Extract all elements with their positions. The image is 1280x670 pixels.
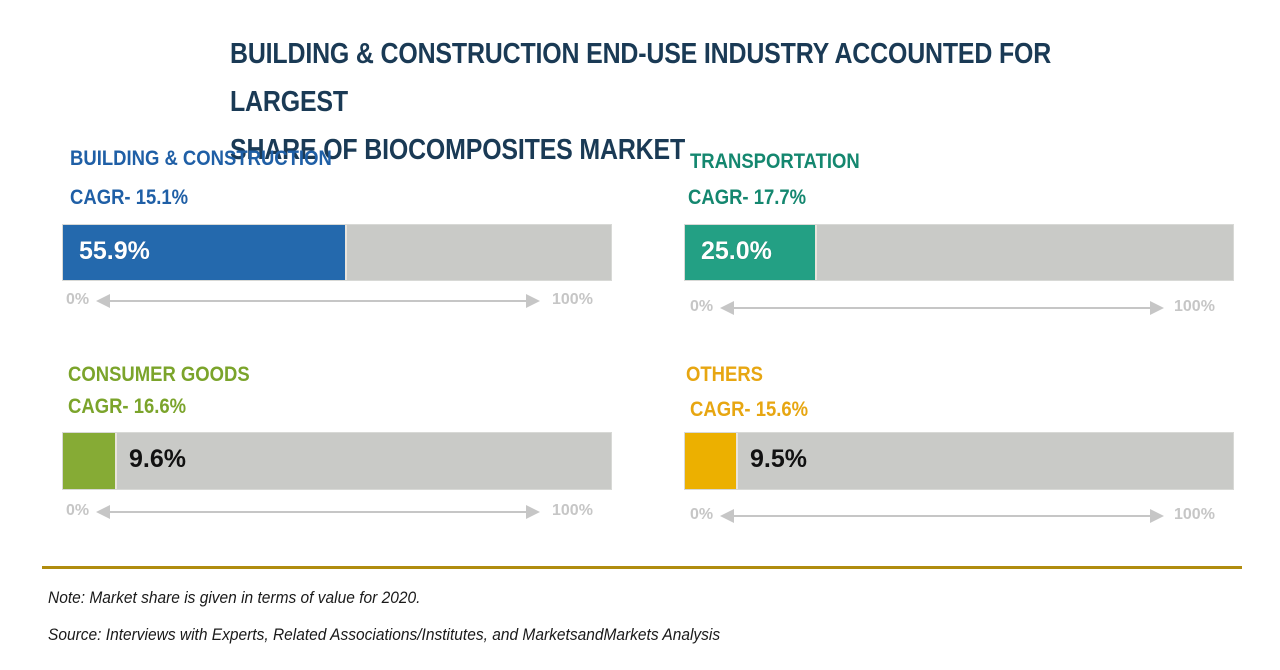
share-bar-track: 55.9% (62, 224, 612, 281)
axis-min-label: 0% (66, 502, 90, 519)
axis-max-label: 100% (552, 502, 593, 519)
segment-cagr: CAGR- 17.7% (688, 186, 807, 209)
chart-title: BUILDING & CONSTRUCTION END-USE INDUSTRY… (230, 30, 1090, 174)
share-value-label: 55.9% (79, 237, 150, 265)
axis-max-label: 100% (552, 291, 593, 308)
segment-name: TRANSPORTATION (690, 150, 860, 173)
scale-axis: 0% 100% (62, 502, 622, 526)
axis-min-label: 0% (690, 506, 714, 523)
share-value-label: 9.6% (129, 445, 186, 473)
share-value-label: 25.0% (701, 237, 772, 265)
share-bar-divider (115, 433, 117, 489)
share-bar-fill (685, 433, 736, 489)
segment-panel-building-construction: BUILDING & CONSTRUCTION CAGR- 15.1% 55.9… (62, 144, 622, 344)
scale-axis: 0% 100% (62, 291, 622, 315)
double-arrow-icon (720, 301, 1164, 315)
share-bar-track: 9.6% (62, 432, 612, 490)
share-bar-divider (345, 225, 347, 280)
axis-min-label: 0% (66, 291, 90, 308)
share-bar-track: 25.0% (684, 224, 1234, 281)
segment-panel-others: OTHERS CAGR- 15.6% 9.5% 0% 100% (684, 352, 1244, 552)
scale-axis: 0% 100% (684, 506, 1244, 530)
share-bar-fill (685, 225, 815, 280)
segment-name: CONSUMER GOODS (68, 363, 250, 386)
segment-cagr: CAGR- 15.1% (70, 186, 189, 209)
share-bar-track: 9.5% (684, 432, 1234, 490)
share-bar-fill (63, 225, 345, 280)
footnote-source: Source: Interviews with Experts, Related… (48, 626, 721, 644)
segment-panel-consumer-goods: CONSUMER GOODS CAGR- 16.6% 9.6% 0% 100% (62, 352, 622, 552)
share-bar-divider (815, 225, 817, 280)
segment-name: BUILDING & CONSTRUCTION (70, 147, 332, 170)
segment-cagr: CAGR- 15.6% (690, 398, 809, 421)
double-arrow-icon (96, 294, 540, 308)
axis-min-label: 0% (690, 298, 714, 315)
segment-name: OTHERS (686, 363, 764, 386)
double-arrow-icon (96, 505, 540, 519)
axis-max-label: 100% (1174, 506, 1215, 523)
share-value-label: 9.5% (750, 445, 807, 473)
double-arrow-icon (720, 509, 1164, 523)
share-bar-divider (736, 433, 738, 489)
chart-title-line-1: BUILDING & CONSTRUCTION END-USE INDUSTRY… (230, 38, 1052, 118)
share-bar-fill (63, 433, 115, 489)
scale-axis: 0% 100% (684, 298, 1244, 322)
chart-title-line-2: SHARE OF BIOCOMPOSITES MARKET (230, 134, 686, 166)
footnote-note: Note: Market share is given in terms of … (48, 589, 421, 607)
footer-divider (42, 566, 1242, 569)
segment-cagr: CAGR- 16.6% (68, 395, 187, 418)
axis-max-label: 100% (1174, 298, 1215, 315)
segment-panel-transportation: TRANSPORTATION CAGR- 17.7% 25.0% 0% 100% (684, 144, 1244, 344)
